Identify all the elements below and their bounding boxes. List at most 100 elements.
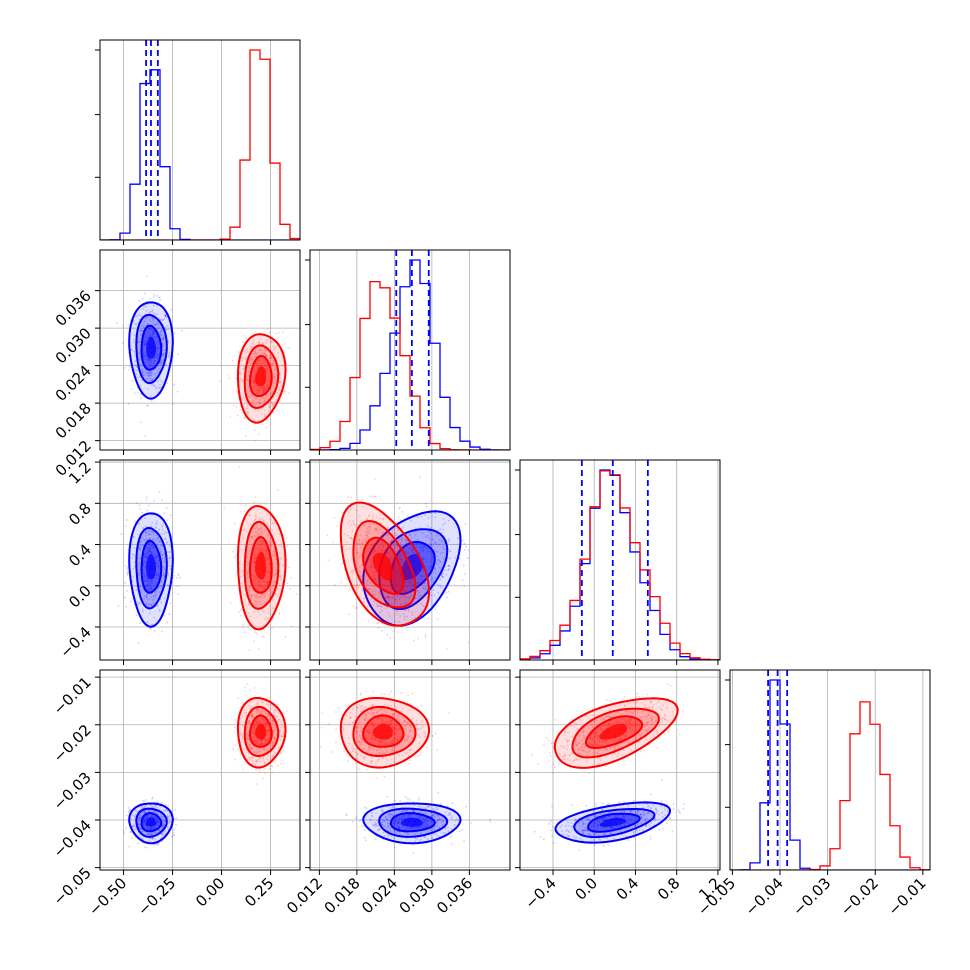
sample-point — [159, 331, 162, 333]
sample-point — [383, 549, 386, 552]
sample-point — [144, 575, 147, 577]
sample-point — [148, 833, 151, 835]
sample-point — [246, 348, 249, 351]
sample-point — [161, 557, 164, 560]
sample-point — [360, 546, 363, 549]
sample-point — [425, 817, 428, 820]
sample-point — [273, 709, 276, 712]
sample-point — [272, 719, 275, 722]
sample-point — [354, 547, 357, 550]
sample-point — [253, 380, 256, 383]
sample-point — [420, 826, 423, 829]
sample-point — [373, 528, 376, 530]
sample-point — [273, 377, 276, 380]
sample-point — [257, 550, 259, 553]
sample-point — [375, 527, 378, 530]
sample-point — [267, 376, 269, 379]
sample-point — [129, 817, 132, 820]
sample-point — [432, 589, 435, 592]
sample-point — [366, 518, 369, 521]
sample-point — [263, 529, 266, 532]
sample-point — [151, 378, 154, 381]
sample-point — [417, 571, 419, 574]
sample-point — [426, 805, 429, 808]
sample-point — [269, 543, 272, 545]
sample-point — [284, 636, 287, 639]
sample-point — [335, 525, 338, 528]
sample-point — [163, 574, 166, 577]
sample-point — [431, 555, 434, 558]
sample-point — [372, 522, 375, 525]
sample-point — [370, 565, 373, 568]
sample-point — [420, 547, 423, 549]
sample-point — [155, 818, 158, 821]
sample-point — [163, 313, 166, 316]
sample-point — [255, 517, 257, 520]
sample-point — [143, 344, 146, 346]
sample-point — [462, 539, 465, 542]
sample-point — [263, 738, 266, 741]
sample-point — [140, 828, 143, 831]
sample-point — [437, 807, 440, 810]
sample-point — [379, 605, 382, 608]
sample-point — [367, 605, 369, 608]
sample-point — [259, 548, 262, 551]
sample-point — [347, 534, 349, 537]
sample-point — [251, 713, 254, 716]
sample-point — [146, 323, 149, 325]
sample-point — [407, 609, 410, 612]
sample-point — [158, 343, 160, 345]
sample-point — [255, 355, 257, 358]
sample-point — [146, 598, 149, 601]
sample-point — [408, 814, 411, 816]
sample-point — [365, 839, 367, 842]
sample-point — [145, 329, 148, 332]
sample-point — [406, 590, 409, 593]
sample-point — [408, 581, 411, 583]
sample-point — [387, 585, 390, 587]
sample-point — [144, 343, 147, 346]
sample-point — [263, 762, 266, 765]
sample-point — [422, 605, 425, 608]
sample-point — [150, 604, 153, 607]
sample-point — [257, 712, 260, 715]
sample-point — [433, 815, 435, 818]
sample-point — [159, 553, 162, 555]
sample-point — [157, 546, 160, 549]
sample-point — [154, 805, 157, 808]
sample-point — [421, 532, 424, 535]
sample-point — [373, 553, 375, 555]
sample-point — [147, 552, 149, 555]
sample-point — [241, 725, 244, 727]
sample-point — [392, 630, 394, 632]
sample-point — [430, 544, 433, 546]
sample-point — [247, 552, 250, 555]
sample-point — [157, 559, 160, 561]
sample-point — [145, 498, 148, 501]
sample-point — [351, 820, 354, 823]
sample-point — [266, 364, 269, 366]
sample-point — [414, 837, 417, 840]
sample-point — [434, 816, 436, 818]
sample-point — [162, 573, 164, 576]
sample-point — [274, 737, 276, 740]
sample-point — [255, 514, 257, 517]
sample-point — [449, 550, 452, 553]
sample-point — [349, 508, 352, 511]
sample-point — [149, 374, 152, 377]
sample-point — [276, 391, 279, 394]
sample-point — [123, 829, 125, 832]
sample-point — [135, 364, 138, 367]
sample-point — [256, 751, 259, 754]
sample-point — [409, 548, 412, 551]
sample-point — [436, 583, 439, 586]
sample-point — [396, 821, 399, 823]
sample-point — [135, 589, 138, 591]
sample-point — [130, 830, 133, 833]
sample-point — [267, 386, 269, 388]
sample-point — [147, 548, 149, 551]
sample-point — [382, 517, 385, 520]
sample-point — [135, 614, 138, 616]
sample-point — [146, 378, 149, 381]
sample-point — [158, 296, 161, 299]
